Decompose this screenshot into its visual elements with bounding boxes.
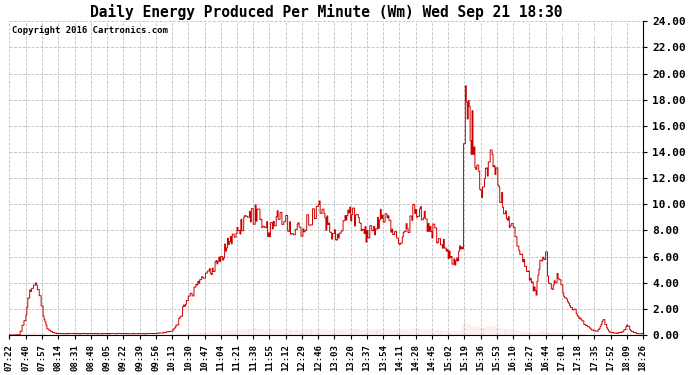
Title: Daily Energy Produced Per Minute (Wm) Wed Sep 21 18:30: Daily Energy Produced Per Minute (Wm) We… [90,4,562,20]
Text: Copyright 2016 Cartronics.com: Copyright 2016 Cartronics.com [12,26,168,35]
